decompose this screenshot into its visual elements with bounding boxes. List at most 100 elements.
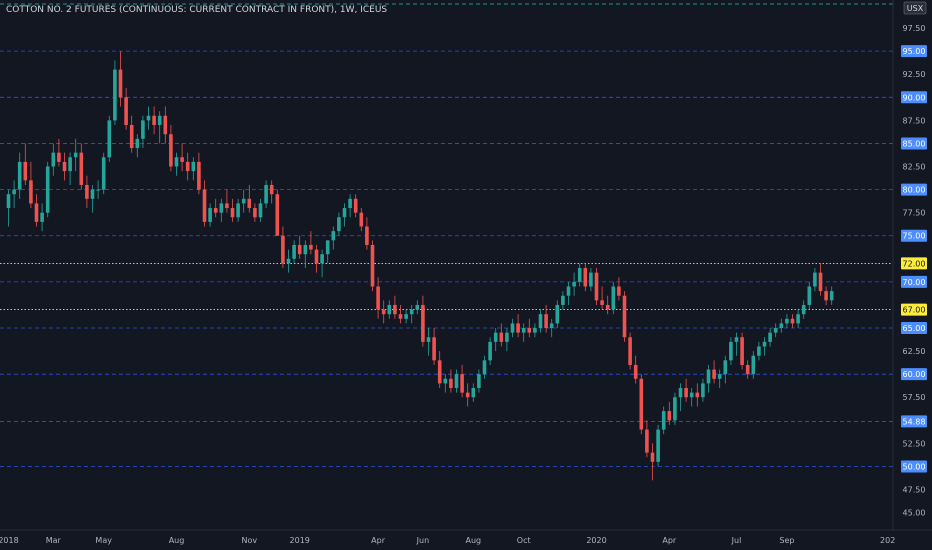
price-tick-label: 82.50 <box>903 163 926 172</box>
candle-body <box>241 198 246 204</box>
candle-body <box>90 189 95 199</box>
price-tick-label: 77.50 <box>903 209 926 218</box>
level-label-box <box>901 137 927 150</box>
candle-body <box>180 157 184 162</box>
time-tick-label: Mar <box>46 536 62 545</box>
candle-body <box>521 328 526 333</box>
candle-body <box>68 157 72 172</box>
candle-body <box>695 392 700 398</box>
alert-label: 67.00 <box>903 306 926 315</box>
candle-body <box>785 318 789 324</box>
candle-body <box>701 383 705 398</box>
candle-body <box>426 337 431 342</box>
level-label: 50.00 <box>903 462 926 471</box>
candle-body <box>488 341 492 361</box>
candle-body <box>23 161 28 181</box>
time-tick-label: Nov <box>241 536 257 545</box>
level-label: 80.00 <box>903 186 926 195</box>
candle-body <box>824 291 828 301</box>
candle-body <box>561 295 565 305</box>
candle-body <box>745 364 750 375</box>
candle-body <box>482 360 487 375</box>
candle-body <box>337 217 341 232</box>
candle-body <box>712 369 716 379</box>
price-tick-label: 57.50 <box>903 393 926 402</box>
candle-body <box>230 208 235 218</box>
candle-body <box>124 97 128 125</box>
candle-body <box>353 198 358 213</box>
candle-body <box>471 388 476 398</box>
candle-body <box>292 244 296 259</box>
candle-body <box>617 286 621 296</box>
candle-body <box>437 360 442 384</box>
candle-body <box>465 392 470 398</box>
candle-body <box>85 184 89 199</box>
candle-body <box>706 369 711 384</box>
candle-body <box>57 152 61 162</box>
price-tick-label: 52.50 <box>903 439 926 448</box>
candle-body <box>796 314 800 324</box>
candle-body <box>247 198 252 209</box>
candle-body <box>549 323 554 329</box>
candle-body <box>348 198 352 209</box>
alert-label: 72.00 <box>903 259 926 268</box>
candle-body <box>594 272 599 301</box>
candle-body <box>73 152 78 158</box>
time-tick-label: 202 <box>880 536 895 545</box>
candle-body <box>740 337 744 365</box>
time-tick-label: 2019 <box>290 536 310 545</box>
candle-body <box>314 249 319 264</box>
level-label-box <box>901 229 927 242</box>
candle-body <box>757 346 761 356</box>
candle-body <box>269 184 274 195</box>
candle-body <box>96 189 100 191</box>
time-tick-label: Jul <box>731 536 742 545</box>
candle-body <box>415 304 420 310</box>
level-lines <box>0 3 893 467</box>
level-label-box <box>901 45 927 58</box>
level-label-box <box>901 91 927 104</box>
candle-body <box>762 341 767 347</box>
candle-body <box>219 203 224 213</box>
candle-body <box>600 300 604 305</box>
time-tick-label: 2020 <box>586 536 606 545</box>
candle-body <box>443 378 448 384</box>
unit-label[interactable]: USX <box>903 1 927 15</box>
candle-body <box>605 304 610 310</box>
candle-body <box>723 360 728 375</box>
candle-body <box>813 272 817 287</box>
price-tick-label: 45.00 <box>903 509 926 518</box>
level-label-box <box>901 415 927 428</box>
candle-body <box>309 244 313 250</box>
price-tick-label: 92.50 <box>903 70 926 79</box>
candle-body <box>404 314 408 319</box>
candle-body <box>566 286 571 296</box>
candle-body <box>157 115 162 125</box>
price-axis[interactable]: 95.00 90.00 85.00 80.00 75.00 70.00 65.00 60.00… <box>901 24 927 518</box>
candle-body <box>146 115 151 121</box>
candle-body <box>577 268 582 282</box>
candle-body <box>297 244 302 255</box>
candle-body <box>393 304 397 315</box>
candle-body <box>325 240 330 255</box>
candle-body <box>191 161 196 172</box>
candle-body <box>801 304 806 315</box>
candle-body <box>197 161 201 190</box>
time-tick-label: Aug <box>169 536 185 545</box>
candle-body <box>650 452 655 462</box>
candle-body <box>717 374 722 379</box>
time-axis[interactable]: 2018 Mar May Aug Nov 2019 Apr Jun Aug Oct 2020 Apr J… <box>0 536 895 545</box>
candle-body <box>118 69 123 98</box>
candle-body <box>17 161 22 190</box>
time-tick-label: Oct <box>517 536 531 545</box>
candle-body <box>533 328 537 333</box>
candle-body <box>163 115 168 135</box>
price-tick-label: 47.50 <box>903 486 926 495</box>
candle-body <box>281 235 285 264</box>
candle-body <box>773 328 778 333</box>
candle-body <box>185 161 190 172</box>
candle-body <box>544 314 548 329</box>
candle-body <box>303 244 308 255</box>
candle-body <box>225 203 229 209</box>
